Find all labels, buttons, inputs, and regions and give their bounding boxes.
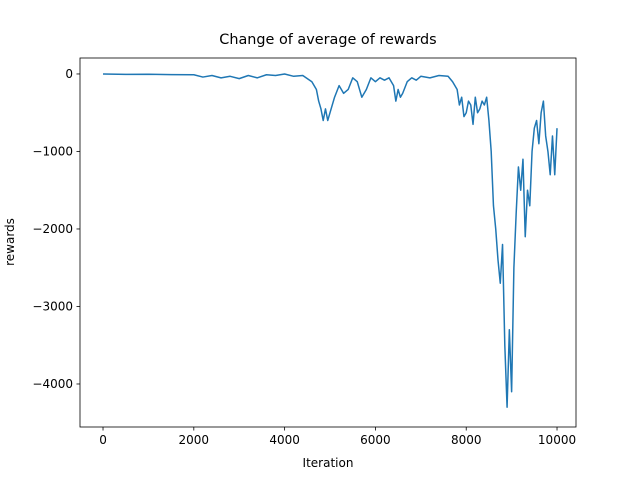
y-tick-label: 0: [65, 67, 73, 81]
y-tick-label: −1000: [32, 144, 73, 158]
x-axis-label: Iteration: [303, 456, 354, 470]
x-tick-label: 6000: [360, 433, 391, 447]
x-tick-label: 10000: [538, 433, 576, 447]
y-axis-label: rewards: [3, 218, 17, 266]
x-tick-label: 0: [99, 433, 107, 447]
data-line: [103, 73, 558, 408]
chart-title: Change of average of rewards: [219, 32, 436, 48]
plot-frame: [79, 57, 577, 428]
x-tick-label: 2000: [179, 433, 210, 447]
y-tick-label: −2000: [32, 222, 73, 236]
x-tick-label: 4000: [269, 433, 300, 447]
y-tick-label: −4000: [32, 377, 73, 391]
y-tick-label: −3000: [32, 299, 73, 313]
x-tick-label: 8000: [451, 433, 482, 447]
